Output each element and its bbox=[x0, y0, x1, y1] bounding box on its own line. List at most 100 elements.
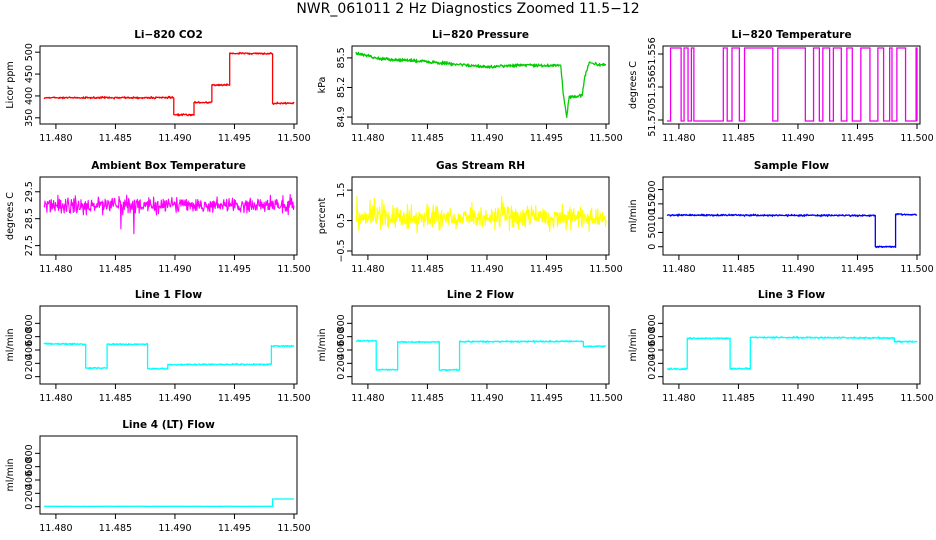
series-line bbox=[355, 51, 607, 119]
y-tick-label: 400 bbox=[24, 471, 35, 489]
panel-title: Gas Stream RH bbox=[436, 160, 525, 172]
x-tick-label: 11.495 bbox=[841, 133, 874, 144]
y-axis-label: ml/min bbox=[628, 328, 639, 361]
y-tick-label: 150 bbox=[647, 195, 658, 213]
y-tick-label: 450 bbox=[24, 65, 35, 83]
y-tick-label: 600 bbox=[24, 458, 35, 476]
panel-title: Li−820 CO2 bbox=[134, 29, 203, 41]
y-tick-label: 350 bbox=[24, 109, 35, 127]
y-tick-label: 200 bbox=[24, 354, 35, 372]
chart-panel-10: Line 4 (LT) Flow 11.480 11.485 11.490 11.495… bbox=[5, 419, 311, 534]
plot-frame bbox=[39, 176, 298, 256]
y-tick-label: 51.570 bbox=[647, 103, 658, 136]
x-tick-label: 11.480 bbox=[351, 133, 384, 144]
y-tick-label: 200 bbox=[647, 181, 658, 199]
y-axis-label: degrees C bbox=[628, 61, 639, 109]
panel-title: Line 1 Flow bbox=[135, 289, 202, 301]
x-tick-label: 11.500 bbox=[277, 264, 310, 275]
x-tick-label: 11.485 bbox=[411, 393, 444, 404]
plot-frame bbox=[351, 176, 610, 256]
y-tick-label: 0.5 bbox=[336, 213, 347, 228]
main-title: NWR_061011 2 Hz Diagnostics Zoomed 11.5−… bbox=[296, 1, 640, 17]
y-tick-label: 0 bbox=[647, 374, 658, 380]
x-tick-label: 11.500 bbox=[589, 133, 622, 144]
x-tick-label: 11.480 bbox=[39, 393, 72, 404]
y-tick-label: 400 bbox=[24, 87, 35, 105]
y-axis-label: percent bbox=[317, 198, 328, 235]
y-tick-label: 0 bbox=[24, 374, 35, 380]
x-tick-label: 11.495 bbox=[218, 393, 251, 404]
x-tick-label: 11.480 bbox=[39, 133, 72, 144]
panel-title: Line 2 Flow bbox=[447, 289, 514, 301]
panel-title: Li−820 Pressure bbox=[432, 29, 529, 41]
chart-panel-1: Li−820 CO2 11.480 11.485 11.490 11.495 11.500… bbox=[5, 29, 311, 144]
x-tick-label: 11.495 bbox=[530, 393, 563, 404]
y-tick-label: 400 bbox=[24, 341, 35, 359]
x-tick-label: 11.495 bbox=[530, 264, 563, 275]
x-tick-label: 11.490 bbox=[781, 133, 814, 144]
x-tick-label: 11.485 bbox=[411, 264, 444, 275]
y-axis-label: Licor ppm bbox=[5, 61, 16, 108]
x-tick-label: 11.480 bbox=[39, 264, 72, 275]
x-tick-label: 11.480 bbox=[39, 523, 72, 534]
x-tick-label: 11.500 bbox=[589, 393, 622, 404]
y-tick-label: 600 bbox=[336, 328, 347, 346]
y-axis-label: degrees C bbox=[5, 192, 16, 240]
y-tick-label: 800 bbox=[24, 314, 35, 332]
series-line bbox=[43, 498, 295, 508]
series-line bbox=[355, 195, 607, 234]
x-tick-label: 11.500 bbox=[589, 264, 622, 275]
series-line bbox=[43, 194, 295, 235]
x-tick-label: 11.490 bbox=[781, 393, 814, 404]
y-tick-label: 85.5 bbox=[336, 47, 347, 68]
plot-frame bbox=[662, 45, 921, 125]
x-tick-label: 11.495 bbox=[530, 133, 563, 144]
x-tick-label: 11.490 bbox=[158, 264, 191, 275]
plot-frame bbox=[662, 305, 921, 385]
series-line bbox=[43, 51, 295, 117]
panel-title: Line 3 Flow bbox=[758, 289, 825, 301]
y-tick-label: 0 bbox=[647, 244, 658, 250]
y-tick-label: 1.5 bbox=[336, 183, 347, 198]
x-tick-label: 11.490 bbox=[470, 264, 503, 275]
y-tick-label: 600 bbox=[24, 328, 35, 346]
x-tick-label: 11.490 bbox=[781, 264, 814, 275]
x-tick-label: 11.480 bbox=[351, 393, 384, 404]
x-tick-label: 11.495 bbox=[841, 264, 874, 275]
y-tick-label: 800 bbox=[24, 444, 35, 462]
x-tick-label: 11.490 bbox=[158, 393, 191, 404]
panel-title: Ambient Box Temperature bbox=[91, 160, 246, 172]
y-axis-label: ml/min bbox=[317, 328, 328, 361]
x-tick-label: 11.500 bbox=[277, 523, 310, 534]
x-tick-label: 11.485 bbox=[411, 133, 444, 144]
x-tick-label: 11.480 bbox=[351, 264, 384, 275]
x-tick-label: 11.485 bbox=[722, 393, 755, 404]
x-tick-label: 11.495 bbox=[841, 393, 874, 404]
x-tick-label: 11.495 bbox=[218, 264, 251, 275]
y-tick-label: 51.556 bbox=[647, 70, 658, 103]
x-tick-label: 11.480 bbox=[662, 264, 695, 275]
y-tick-label: 50 bbox=[647, 226, 658, 238]
x-tick-label: 11.485 bbox=[722, 133, 755, 144]
plot-frame bbox=[662, 176, 921, 256]
y-tick-label: 200 bbox=[336, 354, 347, 372]
x-tick-label: 11.500 bbox=[900, 264, 933, 275]
y-axis-label: ml/min bbox=[5, 458, 16, 491]
x-tick-label: 11.480 bbox=[662, 133, 695, 144]
x-tick-label: 11.490 bbox=[158, 133, 191, 144]
x-tick-label: 11.500 bbox=[277, 133, 310, 144]
y-tick-label: 85.2 bbox=[336, 77, 347, 98]
y-tick-label: 800 bbox=[647, 314, 658, 332]
y-tick-label: 400 bbox=[647, 341, 658, 359]
y-axis-label: kPa bbox=[317, 77, 328, 94]
y-tick-label: 84.9 bbox=[336, 106, 347, 127]
y-tick-label: 29.5 bbox=[24, 181, 35, 202]
panel-title: Sample Flow bbox=[754, 160, 829, 172]
panel-title: Li−820 Temperature bbox=[731, 29, 851, 41]
y-tick-label: 400 bbox=[336, 341, 347, 359]
y-tick-label: 600 bbox=[647, 328, 658, 346]
series-line bbox=[667, 47, 918, 122]
series-line bbox=[355, 339, 607, 372]
x-tick-label: 11.485 bbox=[99, 523, 132, 534]
